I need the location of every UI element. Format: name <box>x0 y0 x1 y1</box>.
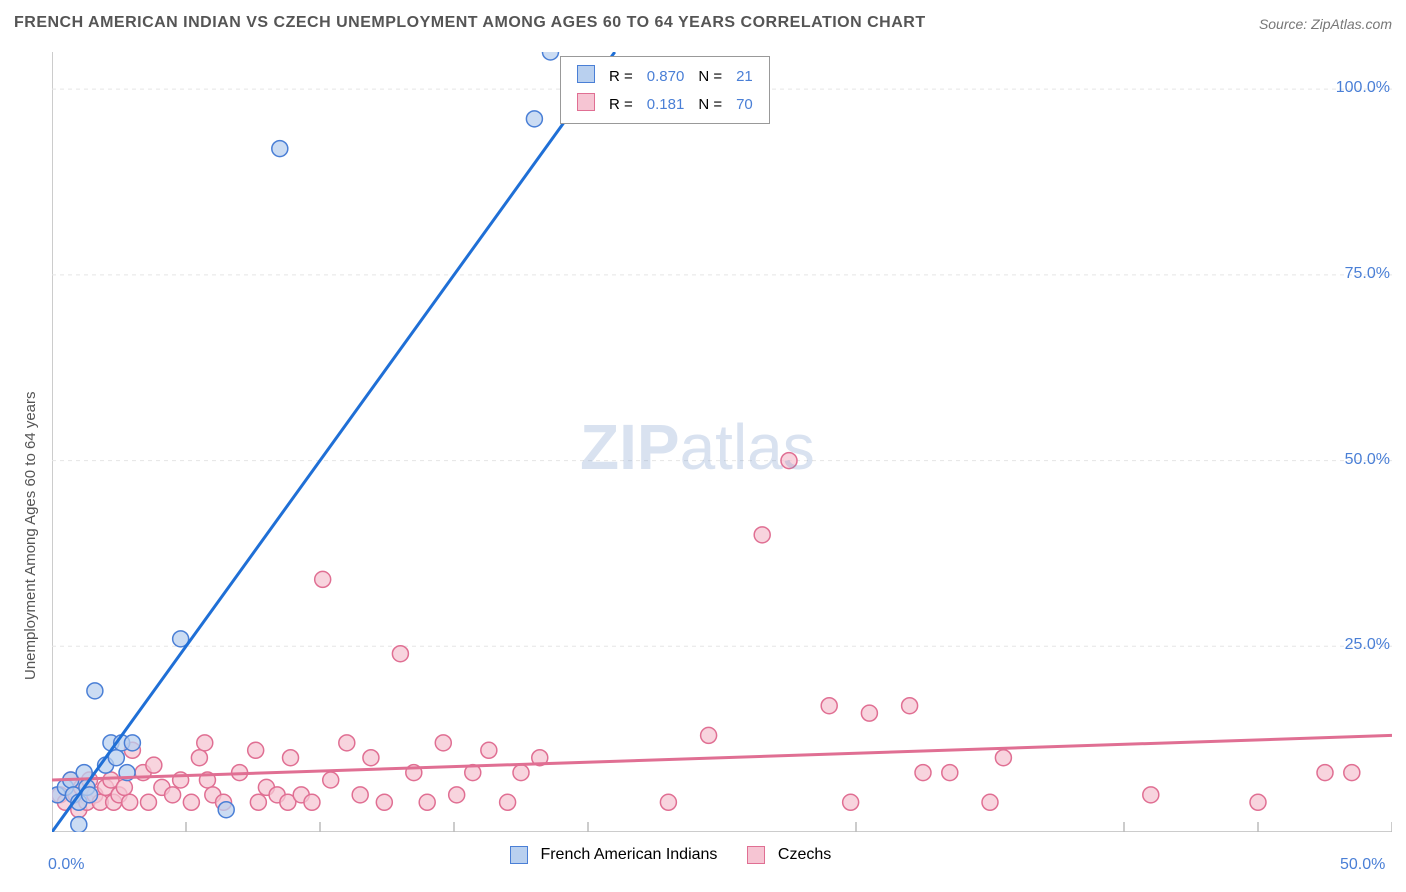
legend-stats-table: R = 0.870 N = 21 R = 0.181 N = 70 <box>569 61 761 119</box>
source-text: Source: ZipAtlas.com <box>1259 16 1392 32</box>
legend-stats-box: R = 0.870 N = 21 R = 0.181 N = 70 <box>560 56 770 124</box>
chart-title: FRENCH AMERICAN INDIAN VS CZECH UNEMPLOY… <box>14 14 926 32</box>
legend-bottom: French American Indians Czechs <box>510 846 831 864</box>
chart-title-text: FRENCH AMERICAN INDIAN VS CZECH UNEMPLOY… <box>14 14 926 31</box>
r-label-b: R = <box>603 91 639 117</box>
legend-label-b: Czechs <box>778 846 831 863</box>
n-label-b: N = <box>692 91 728 117</box>
xticks-layer <box>52 822 1392 832</box>
x-end-text: 50.0% <box>1340 856 1385 873</box>
series-b-points <box>52 453 1360 818</box>
r-value-a: 0.870 <box>641 63 691 89</box>
y-tick-label: 50.0% <box>1345 451 1390 469</box>
x-end-label: 50.0% <box>1340 856 1385 874</box>
n-value-b: 70 <box>730 91 759 117</box>
scatter-plot <box>52 52 1392 832</box>
grid-layer <box>52 89 1392 646</box>
y-tick-label: 25.0% <box>1345 636 1390 654</box>
legend-stats-row-a: R = 0.870 N = 21 <box>571 63 759 89</box>
y-axis-label: Unemployment Among Ages 60 to 64 years <box>22 391 40 680</box>
n-label-a: N = <box>692 63 728 89</box>
legend-item-a: French American Indians <box>510 846 717 864</box>
swatch-b-cell <box>571 91 601 117</box>
n-value-a: 21 <box>730 63 759 89</box>
swatch-b-icon <box>577 93 595 111</box>
y-tick-label: 75.0% <box>1345 265 1390 283</box>
r-value-b: 0.181 <box>641 91 691 117</box>
swatch-a-cell <box>571 63 601 89</box>
legend-swatch-b-icon <box>747 846 765 864</box>
swatch-a-icon <box>577 65 595 83</box>
x-origin-label: 0.0% <box>48 856 84 874</box>
legend-label-a: French American Indians <box>540 846 717 863</box>
series-a-points <box>52 52 558 832</box>
trend-lines <box>52 52 1392 832</box>
legend-swatch-a-icon <box>510 846 528 864</box>
r-label-a: R = <box>603 63 639 89</box>
x-origin-text: 0.0% <box>48 856 84 873</box>
y-tick-label: 100.0% <box>1336 79 1390 97</box>
source-citation: Source: ZipAtlas.com <box>1259 16 1392 34</box>
y-axis-label-text: Unemployment Among Ages 60 to 64 years <box>22 391 39 680</box>
legend-stats-row-b: R = 0.181 N = 70 <box>571 91 759 117</box>
legend-item-b: Czechs <box>747 846 831 864</box>
